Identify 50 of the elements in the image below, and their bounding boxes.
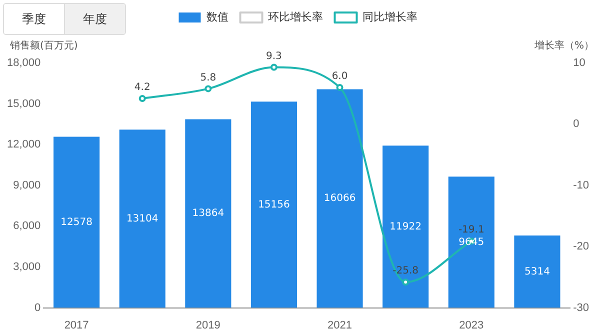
data-label: 5.8 xyxy=(200,72,216,84)
x-tick-label: 2023 xyxy=(459,319,484,332)
y2-tick-label: -10 xyxy=(573,179,590,192)
bar xyxy=(382,146,429,308)
x-tick-label: 2019 xyxy=(196,319,220,332)
y-tick-label: 3,000 xyxy=(13,261,41,274)
data-label: 9.3 xyxy=(266,50,282,62)
legend-label: 环比增长率 xyxy=(268,10,323,24)
point xyxy=(336,84,344,91)
legend-label: 数值 xyxy=(206,12,228,24)
point xyxy=(204,85,212,92)
data-label: 4.2 xyxy=(134,82,150,94)
bar xyxy=(448,176,494,308)
data-label: -25.8 xyxy=(392,266,419,277)
data-label: 11922 xyxy=(390,221,422,232)
data-label: 9645 xyxy=(458,236,484,248)
y2-tick-label: -30 xyxy=(573,302,590,314)
data-label: 13864 xyxy=(192,208,224,220)
x-tick-label: 2021 xyxy=(328,319,352,332)
y-tick-label: 0 xyxy=(34,302,41,314)
y2-tick-label: -20 xyxy=(573,240,590,253)
text: 季度 xyxy=(4,4,64,34)
data-label: 16066 xyxy=(324,193,356,204)
bar xyxy=(316,89,363,308)
bar xyxy=(54,136,100,308)
bar xyxy=(514,236,560,308)
data-label: 6.0 xyxy=(332,71,348,82)
y2-axis-title: 增长率（%） xyxy=(533,40,594,52)
bar xyxy=(250,102,297,308)
point xyxy=(270,64,278,71)
data-label: 12578 xyxy=(60,216,92,228)
y-tick-label: 12,000 xyxy=(6,138,41,151)
bar xyxy=(185,119,232,308)
y-tick-label: 18,000 xyxy=(6,57,41,70)
point xyxy=(138,94,146,102)
data-label: -19.1 xyxy=(458,224,484,236)
data-label: 15156 xyxy=(258,199,290,210)
x-tick-label: 2017 xyxy=(64,319,89,332)
y2-tick-label: 0 xyxy=(573,118,580,130)
bar xyxy=(119,130,166,308)
y-tick-label: 15,000 xyxy=(6,98,41,110)
data-label: 5314 xyxy=(524,266,550,278)
y-tick-label: 9,000 xyxy=(13,179,41,192)
y-axis-title: 销售额(百万元) xyxy=(9,40,78,52)
point xyxy=(402,278,410,286)
text: 年度 xyxy=(64,4,125,34)
legend-label: 同比增长率 xyxy=(362,10,418,24)
y-tick-label: 6,000 xyxy=(13,220,41,232)
data-label: 13104 xyxy=(126,213,158,224)
y2-tick-label: 10 xyxy=(573,57,586,70)
